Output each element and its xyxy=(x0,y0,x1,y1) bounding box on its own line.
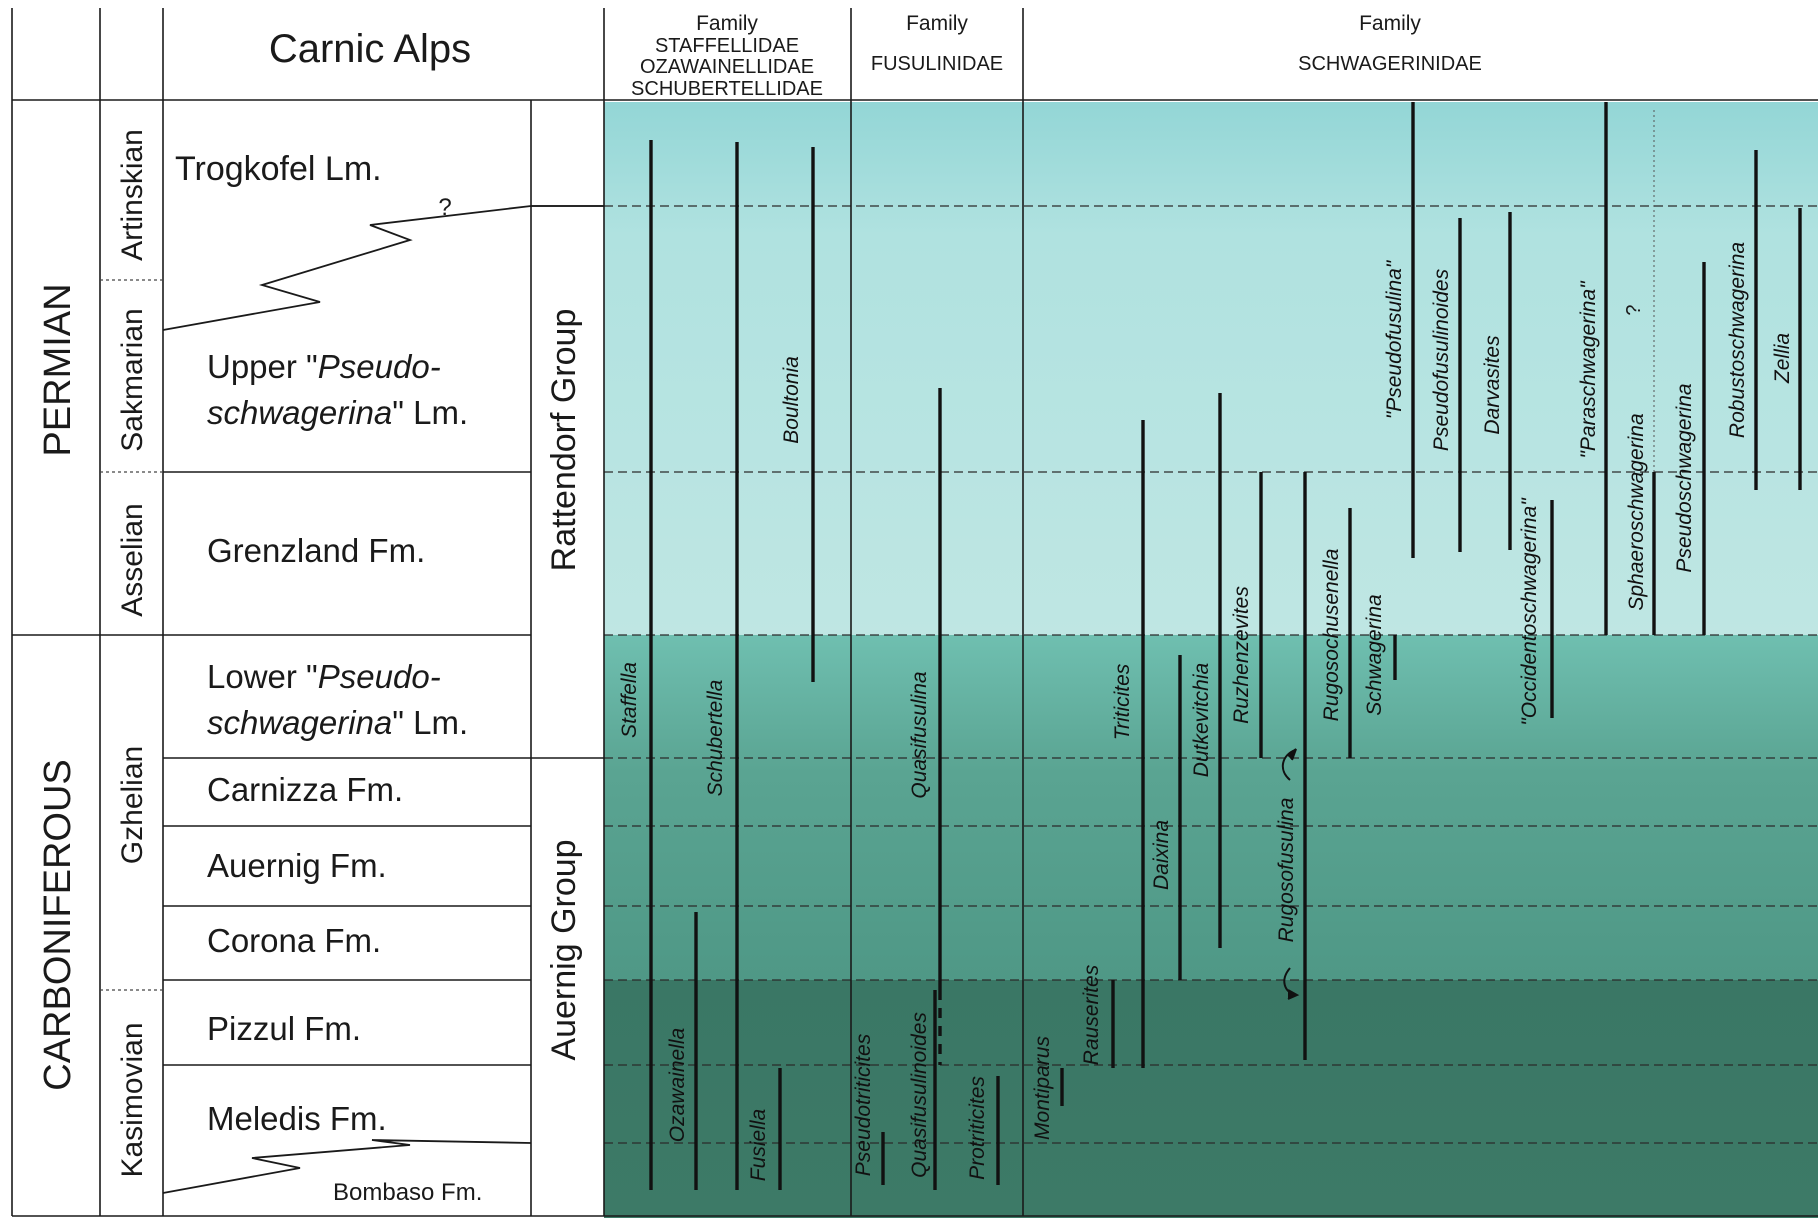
rugosofusulina-arrows xyxy=(1281,748,1300,1000)
taxon-ranges: Staffella Schubertella Boultonia Ozawainell… xyxy=(618,102,1802,1190)
region-title: Carnic Alps xyxy=(269,27,471,71)
taxon-label-sphaeroschwagerina: Sphaeroschwagerina xyxy=(1625,413,1648,610)
taxon-label-robustoschwagerina: Robustoschwagerina xyxy=(1726,242,1749,438)
trogkofel-zigzag-contact xyxy=(162,205,604,331)
taxon-label-rugosofusulina: Rugosofusulina xyxy=(1275,798,1298,943)
family-1-name-b: OZAWAINELLIDAE xyxy=(640,56,814,78)
taxon-label-pseudofusulina: "Pseudofusulina" xyxy=(1383,259,1406,419)
permian-color-band xyxy=(604,102,1818,635)
unit-meledis: Meledis Fm. xyxy=(207,1100,387,1137)
unit-upper-pseudo: Upper "Pseudo-schwagerina" Lm. xyxy=(207,348,468,431)
unit-corona: Corona Fm. xyxy=(207,922,381,959)
grid-lines xyxy=(11,8,1818,1217)
stage-kasimovian: Kasimovian xyxy=(116,1022,149,1177)
unit-auernig: Auernig Fm. xyxy=(207,847,387,884)
taxon-label-rauserites: Rauserites xyxy=(1080,964,1103,1065)
bombaso-zigzag-contact xyxy=(162,1139,532,1194)
group-rattendorf: Rattendorf Group xyxy=(545,309,583,572)
taxon-label-pseudotriticites: Pseudotriticites xyxy=(852,1033,875,1176)
taxon-label-pseudofusulinoides: Pseudofusulinoides xyxy=(1430,268,1453,451)
taxon-label-montiparus: Montiparus xyxy=(1031,1036,1054,1140)
stage-artinskian: Artinskian xyxy=(116,129,149,261)
taxon-label-paraschwagerina: "Paraschwagerina" xyxy=(1577,280,1600,459)
taxon-label-fusiella: Fusiella xyxy=(747,1109,770,1181)
unit-carnizza: Carnizza Fm. xyxy=(207,771,403,808)
family-2-name: FUSULINIDAE xyxy=(871,53,1003,75)
taxon-label-schubertella: Schubertella xyxy=(704,680,727,797)
taxon-label-ruzhenzevites: Ruzhenzevites xyxy=(1230,586,1253,724)
taxon-label-dutkevitchia: Dutkevitchia xyxy=(1190,663,1213,777)
stage-sakmarian: Sakmarian xyxy=(116,308,149,451)
unit-lower-pseudo: Lower "Pseudo-schwagerina" Lm. xyxy=(207,658,468,741)
unit-grenzland: Grenzland Fm. xyxy=(207,532,425,569)
system-carboniferous: CARBONIFEROUS xyxy=(37,759,79,1090)
taxon-label-triticites: Triticites xyxy=(1111,663,1134,740)
unit-trogkofel: Trogkofel Lm. xyxy=(175,150,382,188)
family-1-name-c: SCHUBERTELLIDAE xyxy=(631,78,823,100)
gzhelian-color-band xyxy=(604,635,1818,980)
taxon-label-darvasites: Darvasites xyxy=(1481,335,1504,435)
family-3-label: Family xyxy=(1359,12,1421,35)
unit-pizzul: Pizzul Fm. xyxy=(207,1010,361,1047)
taxon-label-zellia: Zellia xyxy=(1771,333,1794,384)
family-1-label: Family xyxy=(696,12,758,35)
system-permian: PERMIAN xyxy=(37,283,79,456)
unit-bombaso: Bombaso Fm. xyxy=(333,1179,482,1206)
stage-asselian: Asselian xyxy=(116,503,149,616)
question-mark-sphaeroschwagerina: ? xyxy=(1623,304,1645,315)
taxon-label-ozawainella: Ozawainella xyxy=(666,1028,689,1142)
dashed-horizons xyxy=(604,205,1818,1144)
taxon-label-protriticites: Protriticites xyxy=(966,1076,989,1180)
group-auernig: Auernig Group xyxy=(545,839,583,1060)
taxon-label-schwagerina: Schwagerina xyxy=(1363,594,1386,715)
taxon-label-boultonia: Boultonia xyxy=(780,356,803,444)
family-2-label: Family xyxy=(906,12,968,35)
taxon-label-quasifusulina: Quasifusulina xyxy=(908,671,931,798)
taxon-label-daixina: Daixina xyxy=(1150,820,1173,890)
taxon-label-rugosochusenella: Rugosochusenella xyxy=(1320,549,1343,722)
lithostratigraphic-units: Trogkofel Lm. Upper "Pseudo-schwagerina" … xyxy=(175,150,482,1206)
taxon-label-occidentoschwagerina: "Occidentoschwagerina" xyxy=(1518,497,1541,726)
stage-dividers xyxy=(100,279,163,991)
family-3-name: SCHWAGERINIDAE xyxy=(1298,53,1482,75)
taxon-label-quasifusulinoides: Quasifusulinoides xyxy=(908,1012,931,1178)
taxon-label-staffella: Staffella xyxy=(618,662,641,738)
kasimovian-color-band xyxy=(604,980,1818,1218)
stage-gzhelian: Gzhelian xyxy=(116,746,149,864)
question-mark-trogkofel: ? xyxy=(438,194,451,221)
taxon-label-pseudoschwagerina: Pseudoschwagerina xyxy=(1673,383,1696,572)
family-1-name-a: STAFFELLIDAE xyxy=(655,35,799,57)
